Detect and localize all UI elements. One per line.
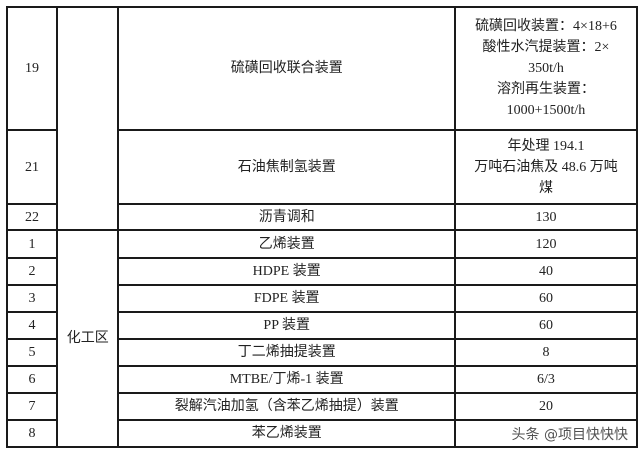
unit-name: HDPE 装置: [117, 257, 456, 286]
capacity-line: 350t/h: [528, 61, 564, 76]
unit-capacity: 120: [453, 229, 639, 259]
unit-name: 丁二烯抽提装置: [117, 338, 456, 367]
unit-capacity: 130: [453, 203, 639, 231]
row-number: 22: [5, 203, 59, 231]
row-number: 1: [5, 229, 59, 259]
row-number: 7: [5, 392, 59, 421]
unit-name: 沥青调和: [117, 203, 456, 231]
unit-name: 硫磺回收联合装置: [117, 6, 456, 131]
unit-name: 乙烯装置: [117, 229, 456, 259]
row-number: 21: [5, 129, 59, 205]
unit-capacity: 60: [453, 311, 639, 340]
table-row: 3 FDPE 装置 60: [5, 284, 639, 313]
unit-name: PP 装置: [117, 311, 456, 340]
row-number: 19: [5, 6, 59, 131]
capacity-line: 年处理 194.1: [507, 138, 585, 154]
unit-name: MTBE/丁烯-1 装置: [117, 365, 456, 394]
unit-capacity: 20: [453, 392, 639, 421]
capacity-line: 酸性水汽提装置：2×: [482, 40, 610, 55]
capacity-line: 硫磺回收装置：4×18+6: [475, 19, 617, 34]
unit-capacity: [453, 419, 639, 448]
row-number: 3: [5, 284, 59, 313]
area-cell: 化工区: [56, 229, 120, 448]
capacity-line: 溶剂再生装置：: [496, 82, 595, 97]
table-row: 19 硫磺回收联合装置 硫磺回收装置：4×18+6 酸性水汽提装置：2× 350…: [5, 6, 639, 231]
table-row: 6 MTBE/丁烯-1 装置 6/3: [5, 365, 639, 394]
row-number: 4: [5, 311, 59, 340]
table-row: 1 化工区 乙烯装置 120: [5, 229, 639, 448]
table-row: 21 石油焦制氢装置 年处理 194.1 万吨石油焦及 48.6 万吨 煤: [5, 129, 639, 205]
unit-capacity: 60: [453, 284, 639, 313]
unit-capacity: 年处理 194.1 万吨石油焦及 48.6 万吨 煤: [453, 129, 639, 205]
capacity-line: 1000+1500t/h: [506, 103, 586, 118]
unit-capacity: 40: [453, 257, 639, 286]
row-number: 6: [5, 365, 59, 394]
table-row: 22 沥青调和 130: [5, 203, 639, 231]
table-row: 5 丁二烯抽提装置 8: [5, 338, 639, 367]
unit-name: FDPE 装置: [117, 284, 456, 313]
unit-capacity: 6/3: [453, 365, 639, 394]
capacity-line: 煤: [538, 180, 553, 196]
row-number: 5: [5, 338, 59, 367]
table-row: 4 PP 装置 60: [5, 311, 639, 340]
table-row: 2 HDPE 装置 40: [5, 257, 639, 286]
unit-capacity-table: 19 硫磺回收联合装置 硫磺回收装置：4×18+6 酸性水汽提装置：2× 350…: [5, 6, 639, 448]
area-cell: [56, 6, 120, 231]
unit-name: 裂解汽油加氢（含苯乙烯抽提）装置: [117, 392, 456, 421]
table-row: 8 苯乙烯装置: [5, 419, 639, 448]
row-number: 2: [5, 257, 59, 286]
row-number: 8: [5, 419, 59, 448]
unit-capacity: 8: [453, 338, 639, 367]
watermark: 头条 @项目快快快: [511, 427, 628, 443]
capacity-line: 万吨石油焦及 48.6 万吨: [474, 159, 618, 175]
unit-name: 苯乙烯装置: [117, 419, 456, 448]
unit-name: 石油焦制氢装置: [117, 129, 456, 205]
table-row: 7 裂解汽油加氢（含苯乙烯抽提）装置 20: [5, 392, 639, 421]
unit-capacity: 硫磺回收装置：4×18+6 酸性水汽提装置：2× 350t/h 溶剂再生装置： …: [453, 6, 639, 131]
